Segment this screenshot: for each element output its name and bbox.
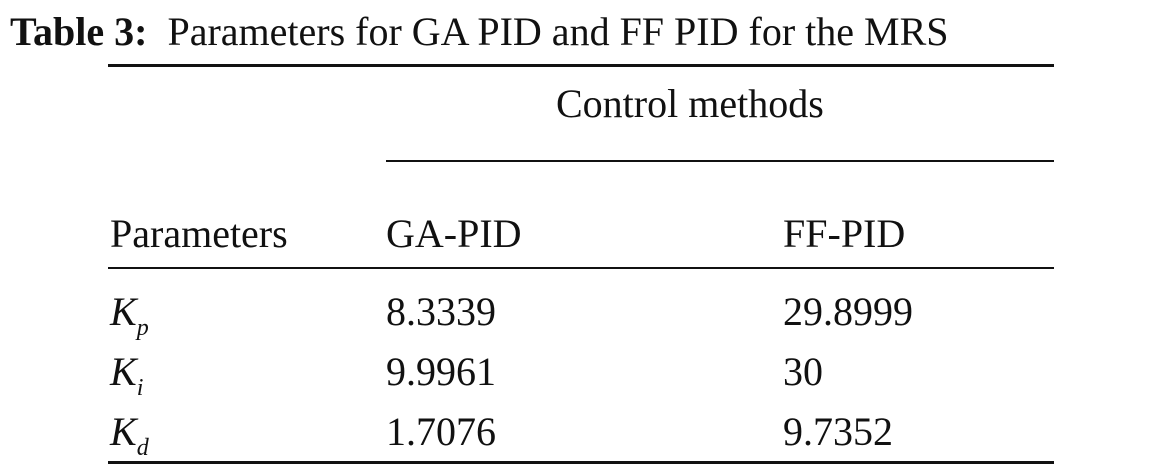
group-header: Control methods	[556, 81, 824, 126]
cell-value: 9.9961	[386, 349, 496, 394]
cell-value: 30	[783, 349, 823, 394]
cell-value: 29.8999	[783, 289, 913, 334]
top-rule	[108, 64, 1054, 67]
symbol: K	[110, 289, 137, 334]
bottom-rule	[108, 461, 1054, 464]
caption-label: Table 3:	[10, 9, 148, 54]
subscript: p	[136, 315, 149, 341]
column-header: Parameters	[110, 211, 288, 256]
group-rule	[386, 160, 1054, 162]
symbol: K	[110, 409, 137, 454]
subscript: i	[136, 375, 144, 401]
caption-text: Parameters for GA PID and FF PID for the…	[167, 9, 949, 54]
cell-value: 8.3339	[386, 289, 496, 334]
row-label: Ki	[110, 349, 144, 402]
cell-value: 1.7076	[386, 409, 496, 454]
column-header: FF-PID	[783, 211, 906, 256]
subscript: d	[136, 435, 149, 461]
row-label: Kd	[110, 409, 149, 462]
cell-value: 9.7352	[783, 409, 893, 454]
caption: Table 3: Parameters for GA PID and FF PI…	[10, 12, 949, 52]
column-header: GA-PID	[386, 211, 522, 256]
header-rule	[108, 267, 1054, 269]
symbol: K	[110, 349, 137, 394]
row-label: Kp	[110, 289, 149, 342]
